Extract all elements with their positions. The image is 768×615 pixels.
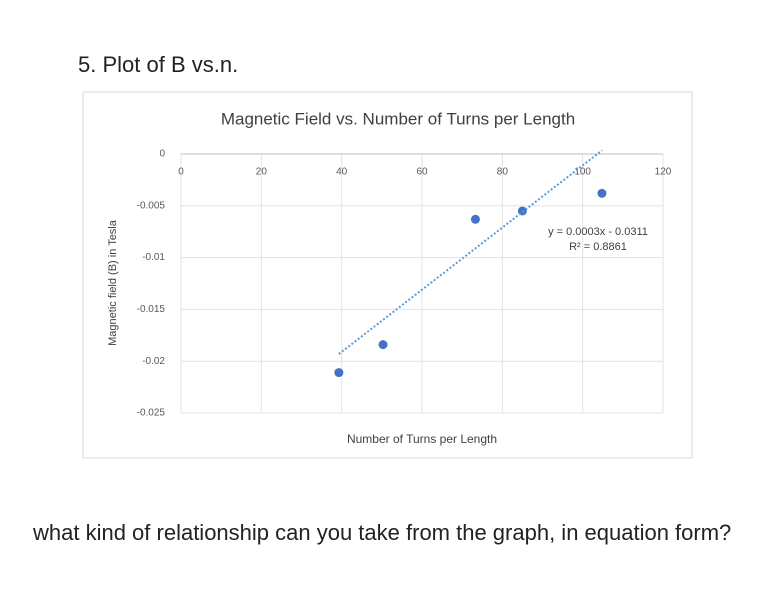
x-tick-label: 100: [574, 167, 591, 178]
x-tick-label: 80: [497, 167, 509, 178]
y-tick-label: -0.025: [137, 408, 166, 419]
trendline: [338, 149, 603, 355]
y-tick-label: 0: [159, 149, 165, 160]
chart-frame: [82, 91, 693, 459]
x-tick-label: 40: [336, 167, 348, 178]
trendline-equation: y = 0.0003x - 0.0311: [548, 226, 648, 238]
data-point: [470, 214, 480, 224]
x-tick-label: 0: [178, 167, 184, 178]
trendline-r2: R² = 0.8861: [569, 241, 627, 253]
data-point: [597, 188, 607, 198]
data-point: [334, 368, 344, 378]
y-tick-label: -0.005: [137, 200, 166, 211]
y-tick-label: -0.01: [142, 252, 165, 263]
x-axis-label: Number of Turns per Length: [347, 432, 497, 446]
heading: 5. Plot of B vs.n.: [78, 52, 239, 77]
chart: Magnetic Field vs. Number of Turns per L…: [82, 91, 693, 459]
y-tick-label: -0.02: [142, 356, 165, 367]
y-tick-label: -0.015: [137, 304, 166, 315]
chart-title: Magnetic Field vs. Number of Turns per L…: [221, 109, 575, 128]
x-tick-label: 20: [256, 167, 268, 178]
x-tick-label: 120: [655, 167, 672, 178]
y-axis-label: Magnetic field (B) in Tesla: [107, 219, 119, 346]
data-point: [378, 340, 388, 350]
x-tick-label: 60: [416, 167, 428, 178]
question: what kind of relationship can you take f…: [33, 520, 732, 545]
